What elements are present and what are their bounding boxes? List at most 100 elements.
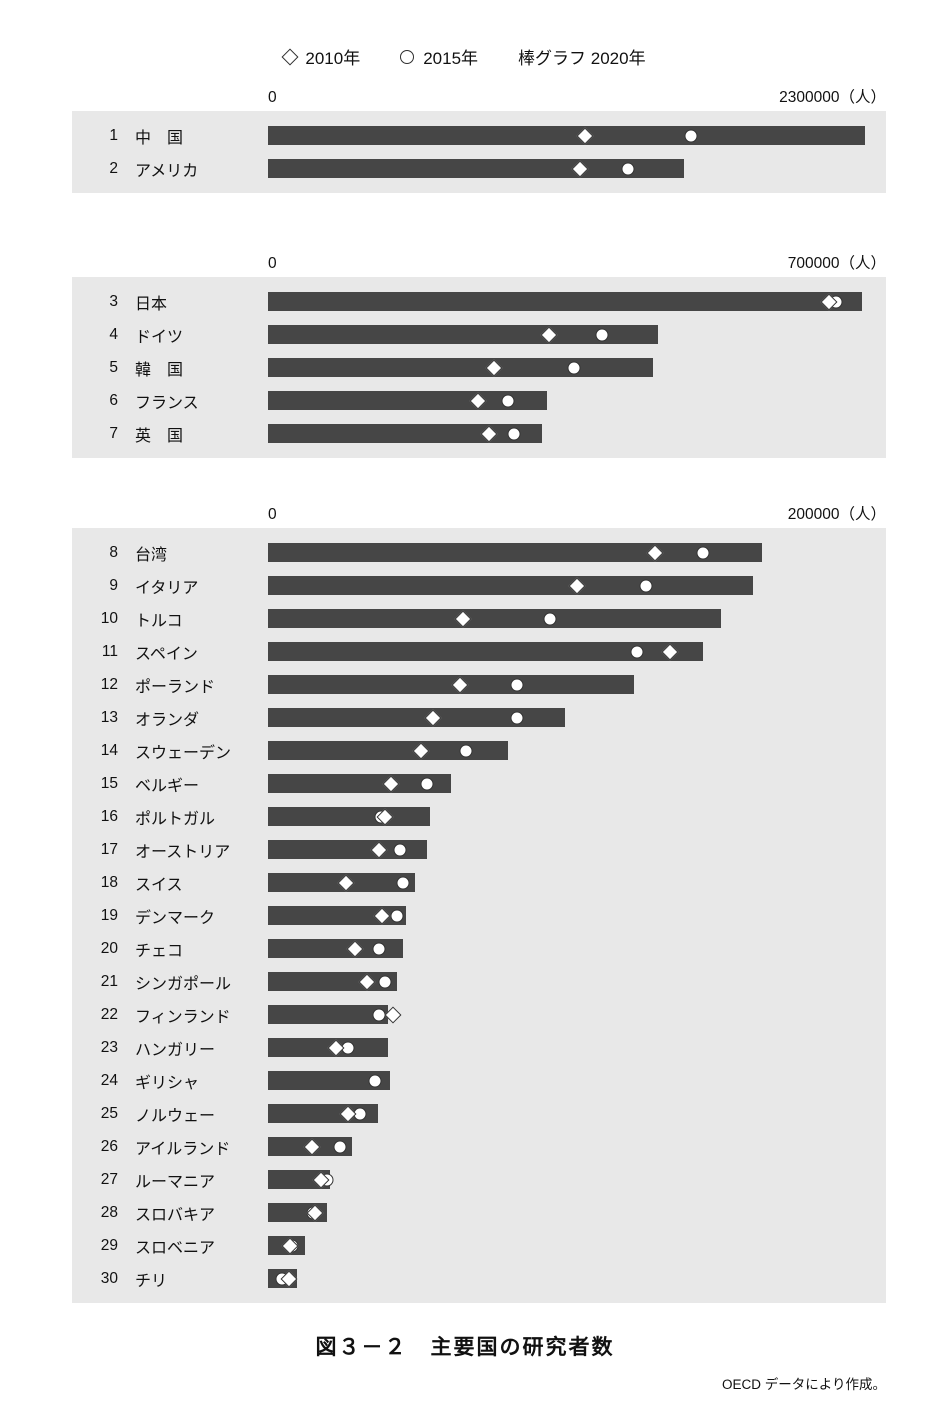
axis-max-label: 200000（人） — [787, 506, 886, 523]
chart-row: 23 ハンガリー — [72, 1031, 886, 1064]
row-rank: 2 — [109, 159, 118, 177]
marker-2015-icon — [510, 711, 524, 724]
chart-row: 16 ポルトガル — [72, 800, 886, 833]
marker-2015-icon — [368, 1074, 381, 1087]
row-country-label: デンマーク — [135, 909, 216, 927]
legend-label-2010: 2010年 — [305, 49, 361, 68]
bar-2020 — [268, 906, 406, 925]
row-rank: 28 — [100, 1203, 118, 1221]
circle-legend-icon — [400, 49, 415, 64]
bar-track — [268, 417, 868, 450]
row-rank: 4 — [109, 325, 118, 343]
legend-item-2010: 2010年 — [281, 44, 361, 69]
row-rank: 18 — [100, 873, 118, 891]
bar-2020 — [268, 807, 430, 826]
axis-min-label: 0 — [268, 89, 277, 106]
bar-track — [268, 668, 868, 701]
bar-2020 — [268, 609, 721, 628]
chart-row: 21 シンガポール — [72, 965, 886, 998]
marker-2015-icon — [684, 129, 698, 142]
chart-row: 17 オーストリア — [72, 833, 886, 866]
bar-track — [268, 318, 868, 351]
bar-2020 — [268, 292, 862, 311]
bar-track — [268, 119, 868, 152]
row-rank: 3 — [109, 292, 118, 310]
legend-label-2020: 棒グラフ 2020年 — [518, 49, 646, 68]
bar-2020 — [268, 126, 866, 145]
row-rank: 1 — [109, 126, 118, 144]
chart-row: 5 韓 国 — [72, 351, 886, 384]
bar-track — [268, 866, 868, 899]
row-rank: 17 — [100, 840, 118, 858]
chart-row: 12 ポーランド — [72, 668, 886, 701]
marker-2015-icon — [459, 744, 473, 757]
chart-row: 29 スロベニア — [72, 1229, 886, 1262]
marker-2015-icon — [420, 777, 434, 790]
row-country-label: オーストリア — [135, 843, 231, 861]
bar-track — [268, 800, 868, 833]
bar-track — [268, 602, 868, 635]
bar-track — [268, 635, 868, 668]
marker-2015-icon — [378, 975, 392, 988]
row-country-label: トルコ — [135, 612, 183, 630]
row-country-label: ドイツ — [135, 328, 184, 346]
chart-row: 14 スウェーデン — [72, 734, 886, 767]
bar-track — [268, 569, 868, 602]
row-country-label: ハンガリー — [135, 1041, 216, 1059]
row-rank: 11 — [101, 642, 118, 660]
row-rank: 25 — [100, 1104, 118, 1122]
row-rank: 21 — [100, 972, 118, 990]
axis-labels: 0 700000（人） — [268, 251, 886, 277]
marker-2015-icon — [621, 162, 635, 175]
row-country-label: スイス — [135, 876, 183, 894]
chart-row: 24 ギリシャ — [72, 1064, 886, 1097]
chart-row: 7 英 国 — [72, 417, 886, 450]
chart-row: 9 イタリア — [72, 569, 886, 602]
bar-2020 — [268, 1005, 388, 1024]
chart-row: 15 ベルギー — [72, 767, 886, 800]
axis-min-label: 0 — [268, 255, 277, 272]
row-country-label: ギリシャ — [135, 1074, 200, 1092]
row-rank: 29 — [100, 1236, 118, 1254]
chart-row: 25 ノルウェー — [72, 1097, 886, 1130]
chart-row: 20 チェコ — [72, 932, 886, 965]
marker-2015-icon — [372, 942, 386, 955]
bar-track — [268, 152, 868, 185]
row-country-label: 中 国 — [135, 129, 184, 147]
bar-track — [268, 1229, 868, 1262]
row-rank: 14 — [100, 741, 118, 759]
row-rank: 30 — [100, 1269, 118, 1287]
marker-2015-icon — [630, 645, 644, 658]
bar-track — [268, 384, 868, 417]
row-country-label: ベルギー — [135, 777, 200, 795]
bar-track — [268, 536, 868, 569]
bar-track — [268, 1262, 868, 1295]
row-rank: 26 — [100, 1137, 118, 1155]
bar-2020 — [268, 325, 658, 344]
marker-2015-icon — [510, 678, 524, 691]
chart-row: 18 スイス — [72, 866, 886, 899]
bar-track — [268, 1196, 868, 1229]
chart-panel-2: 0 700000（人） 3 日本 4 ドイツ 5 韓 国 6 フランス 7 英 国 — [0, 251, 930, 458]
bar-track — [268, 1097, 868, 1130]
marker-2015-icon — [393, 843, 407, 856]
row-country-label: シンガポール — [135, 975, 232, 993]
marker-2015-icon — [507, 427, 521, 440]
marker-2015-icon — [595, 328, 609, 341]
row-country-label: ルーマニア — [135, 1173, 216, 1191]
row-rank: 7 — [109, 424, 118, 442]
row-rank: 27 — [100, 1170, 118, 1188]
bar-2020 — [268, 774, 451, 793]
row-country-label: アイルランド — [135, 1140, 231, 1158]
row-rank: 9 — [109, 576, 118, 594]
axis-max-label: 700000（人） — [787, 255, 886, 272]
row-country-label: スロバキア — [135, 1206, 216, 1224]
bar-track — [268, 351, 868, 384]
row-country-label: 日本 — [135, 295, 168, 313]
bar-track — [268, 1064, 868, 1097]
bar-track — [268, 965, 868, 998]
row-rank: 12 — [100, 675, 118, 693]
row-rank: 13 — [100, 708, 118, 726]
diamond-legend-icon — [281, 48, 299, 65]
